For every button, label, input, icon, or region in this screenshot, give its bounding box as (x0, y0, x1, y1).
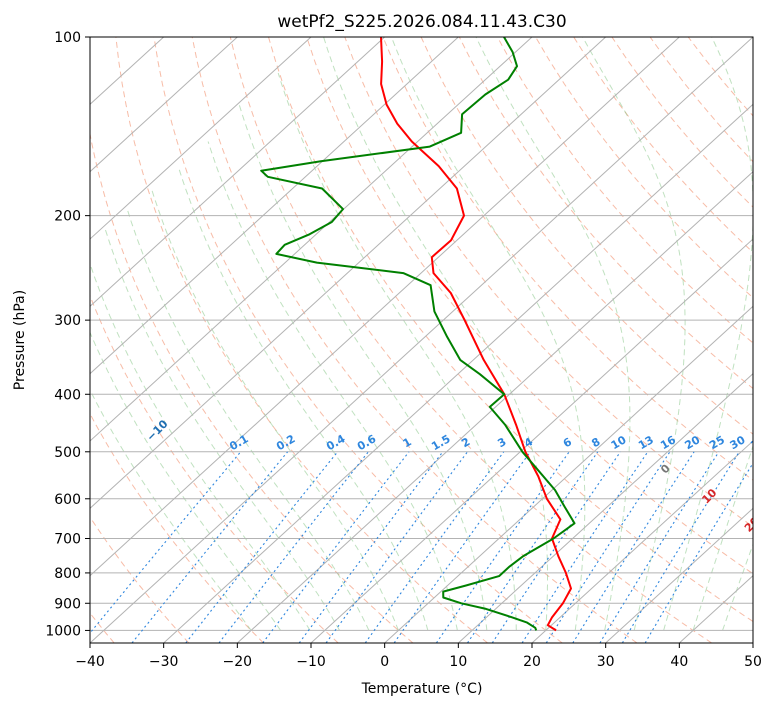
x-tick-label: 40 (670, 654, 688, 670)
chart-title: wetPf2_S225.2026.084.11.43.C30 (277, 12, 566, 32)
y-tick-label: 900 (54, 596, 81, 612)
y-tick-label: 400 (54, 387, 81, 403)
y-tick-label: 800 (54, 566, 81, 582)
x-tick-label: 0 (380, 654, 389, 670)
x-tick-label: −10 (296, 654, 326, 670)
x-tick-label: 20 (523, 654, 541, 670)
y-tick-label: 300 (54, 313, 81, 329)
y-tick-label: 700 (54, 532, 81, 548)
x-tick-label: 30 (597, 654, 615, 670)
x-tick-label: −30 (149, 654, 179, 670)
isotherm-line (753, 37, 775, 643)
y-tick-label: 500 (54, 445, 81, 461)
y-tick-label: 200 (54, 209, 81, 225)
x-tick-label: 50 (744, 654, 762, 670)
x-tick-label: −40 (75, 654, 105, 670)
y-tick-label: 600 (54, 492, 81, 508)
x-tick-label: 10 (449, 654, 467, 670)
x-tick-label: −20 (223, 654, 253, 670)
x-axis-label: Temperature (°C) (361, 681, 483, 697)
y-tick-label: 100 (54, 30, 81, 46)
y-tick-label: 1000 (45, 623, 81, 639)
y-axis-label: Pressure (hPa) (12, 290, 28, 390)
